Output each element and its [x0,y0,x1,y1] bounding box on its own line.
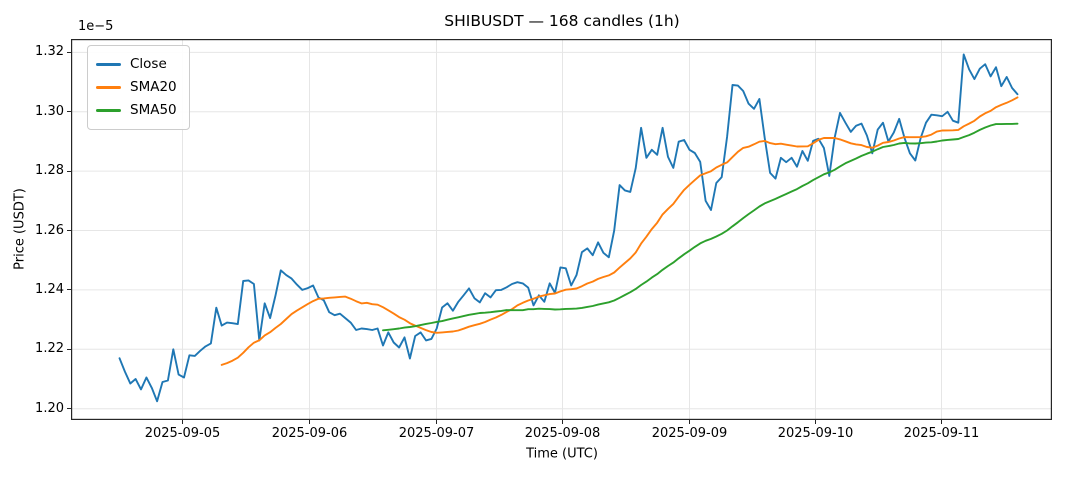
plot-canvas [71,39,1052,420]
x-tick-label: 2025-09-08 [524,426,601,441]
sma50-line-swatch [96,109,121,112]
y-tick-mark [67,408,71,410]
x-tick-label: 2025-09-07 [398,426,475,441]
y-tick-mark [67,348,71,350]
sma20-line [220,96,1019,366]
x-tick-mark [436,420,437,424]
legend-item-close: Close [96,53,177,76]
x-tick-label: 2025-09-10 [777,426,854,441]
x-tick-label: 2025-09-11 [903,426,980,441]
y-tick-mark [67,51,71,53]
legend-item-sma20: SMA20 [96,76,177,99]
x-tick-mark [562,420,563,424]
y-tick-mark [67,289,71,291]
y-tick-mark [67,230,71,232]
sma50-line [382,122,1019,332]
y-tick-label: 1.26 [35,222,64,238]
x-tick-mark [182,420,183,424]
y-tick-label: 1.22 [35,341,64,357]
y-tick-label: 1.24 [35,281,64,297]
x-tick-mark [941,420,942,424]
x-tick-label: 2025-09-05 [144,426,221,441]
sma20-line-swatch [96,86,121,89]
legend-label-sma50: SMA50 [130,101,177,118]
x-tick-label: 2025-09-09 [651,426,728,441]
legend-label-close: Close [130,55,167,72]
y-tick-label: 1.28 [35,163,64,179]
x-tick-mark [309,420,310,424]
legend-label-sma20: SMA20 [130,78,177,95]
y-tick-mark [67,111,71,113]
chart-title: SHIBUSDT — 168 candles (1h) [444,12,680,30]
close-line-swatch [96,63,121,66]
plot-area [71,39,1052,420]
legend-item-sma50: SMA50 [96,99,177,122]
y-tick-label: 1.20 [35,400,64,416]
y-tick-label: 1.30 [35,103,64,119]
y-axis-offset-text: 1e−5 [78,19,114,34]
legend: Close SMA20 SMA50 [87,45,190,130]
x-tick-mark [815,420,816,424]
y-tick-mark [67,170,71,172]
x-tick-label: 2025-09-06 [271,426,348,441]
plot-spines [71,39,1052,420]
y-tick-label: 1.32 [35,44,64,60]
x-tick-mark [689,420,690,424]
x-axis-label: Time (UTC) [526,446,598,462]
close-line [118,53,1019,403]
